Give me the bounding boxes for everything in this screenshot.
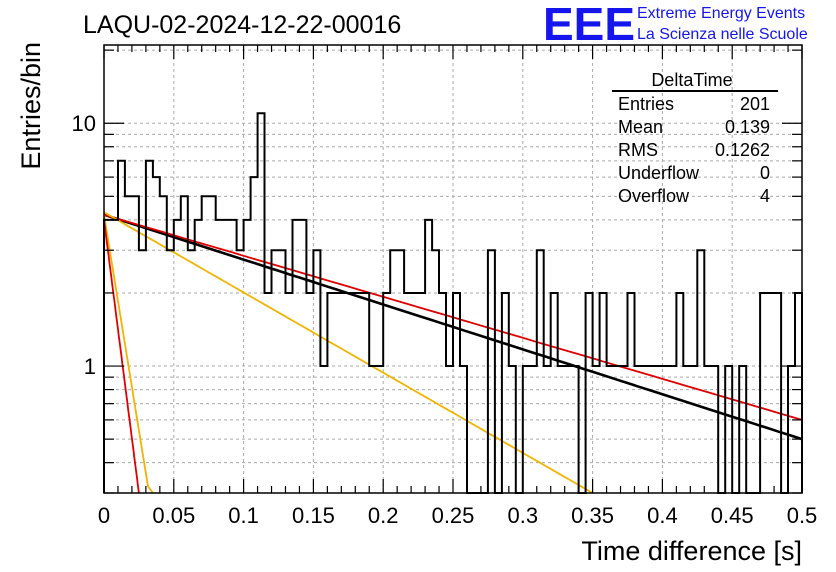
axes: 0 0.05 0.1 0.15 0.2 0.25 0.3 0.35 0.4 0.45 0.5 1 10	[72, 44, 818, 528]
x-tick-label: 0.4	[647, 503, 678, 528]
eee-logo-line1: Extreme Energy Events	[637, 5, 805, 22]
y-axis-label: Entries/bin	[16, 42, 46, 170]
x-tick-label: 0.2	[368, 503, 399, 528]
y-tick-label: 10	[72, 111, 96, 136]
stats-box: DeltaTime Entries 201 Mean 0.139 RMS 0.1…	[612, 70, 778, 206]
stats-value-mean: 0.139	[725, 117, 770, 137]
x-axis-label: Time difference [s]	[581, 536, 802, 566]
x-tick-label: 0.35	[571, 503, 614, 528]
stats-label-entries: Entries	[618, 94, 674, 114]
fit-curve-orange-2	[103, 211, 594, 494]
stats-value-rms: 0.1262	[715, 140, 770, 160]
chart-title: LAQU-02-2024-12-22-00016	[83, 11, 401, 39]
stats-label-underflow: Underflow	[618, 163, 700, 183]
x-tick-label: 0.15	[292, 503, 335, 528]
eee-logo-mark: EEE	[543, 0, 635, 50]
fit-curve-orange-3	[103, 214, 154, 494]
stats-title: DeltaTime	[651, 70, 732, 90]
x-tick-label: 0.25	[432, 503, 475, 528]
x-tick-label: 0.3	[508, 503, 539, 528]
stats-value-underflow: 0	[760, 163, 770, 183]
x-tick-label: 0.5	[787, 503, 818, 528]
fit-curve-red-4	[103, 219, 140, 494]
stats-value-entries: 201	[740, 94, 770, 114]
x-tick-label: 0.1	[228, 503, 259, 528]
x-tick-label: 0	[98, 503, 110, 528]
stats-label-overflow: Overflow	[618, 186, 690, 206]
y-tick-label: 1	[84, 354, 96, 379]
stats-label-rms: RMS	[618, 140, 658, 160]
x-tick-label: 0.05	[152, 503, 195, 528]
x-tick-label: 0.45	[711, 503, 754, 528]
eee-logo: EEE Extreme Energy Events La Scienza nel…	[543, 0, 808, 50]
histogram-outline	[103, 112, 803, 494]
stats-value-overflow: 4	[760, 186, 770, 206]
stats-label-mean: Mean	[618, 117, 663, 137]
histogram	[103, 112, 803, 494]
eee-logo-line2: La Scienza nelle Scuole	[637, 26, 808, 43]
